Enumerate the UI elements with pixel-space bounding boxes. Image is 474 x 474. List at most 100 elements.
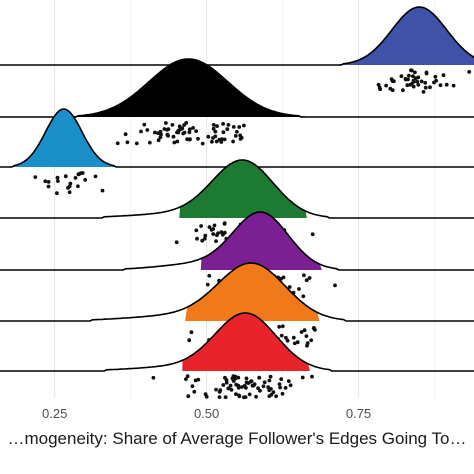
raw-point bbox=[166, 127, 171, 132]
raw-point bbox=[159, 132, 163, 137]
raw-point bbox=[93, 174, 98, 179]
raw-point bbox=[244, 380, 249, 385]
raw-point bbox=[223, 395, 228, 400]
density-outline bbox=[0, 262, 474, 322]
raw-point bbox=[230, 376, 235, 381]
raw-point bbox=[286, 379, 291, 383]
raw-point bbox=[266, 385, 271, 390]
raw-point bbox=[268, 374, 273, 379]
raw-point bbox=[187, 130, 192, 135]
raw-point bbox=[191, 126, 196, 130]
raw-point bbox=[408, 82, 413, 87]
raw-point bbox=[186, 394, 191, 399]
raw-point bbox=[243, 395, 248, 399]
raw-point bbox=[234, 392, 238, 396]
raw-point bbox=[223, 375, 227, 380]
raw-point bbox=[411, 74, 415, 79]
raw-point bbox=[204, 394, 209, 399]
raw-point bbox=[251, 383, 256, 388]
raw-point bbox=[247, 392, 252, 397]
raw-point bbox=[292, 341, 297, 346]
raw-point bbox=[310, 374, 314, 379]
raw-point bbox=[284, 335, 288, 340]
raw-point bbox=[170, 123, 175, 127]
raw-point bbox=[234, 382, 239, 387]
raw-point bbox=[162, 127, 167, 131]
raw-point bbox=[214, 239, 218, 244]
raw-point bbox=[257, 375, 262, 380]
raw-point bbox=[142, 122, 147, 127]
raw-point bbox=[226, 123, 231, 127]
raw-point bbox=[46, 180, 51, 184]
raw-point bbox=[188, 137, 192, 142]
raw-point bbox=[279, 377, 284, 381]
raw-point bbox=[285, 338, 290, 343]
raw-point bbox=[195, 236, 199, 241]
raw-point bbox=[240, 385, 244, 389]
raw-point bbox=[184, 377, 188, 381]
raw-point bbox=[239, 135, 244, 140]
raw-point bbox=[423, 85, 428, 90]
raw-point bbox=[233, 134, 238, 138]
raw-point bbox=[164, 121, 168, 125]
raw-point bbox=[415, 79, 420, 84]
raw-point bbox=[451, 83, 456, 88]
raw-point bbox=[313, 328, 317, 332]
raw-point bbox=[231, 125, 236, 129]
raw-point bbox=[242, 123, 246, 128]
raw-point bbox=[413, 76, 418, 80]
raw-point bbox=[194, 228, 199, 233]
raw-point bbox=[221, 122, 226, 126]
raw-point bbox=[187, 127, 192, 132]
raw-point bbox=[226, 386, 231, 391]
raw-point bbox=[300, 375, 305, 380]
raw-point bbox=[55, 191, 59, 196]
raw-point bbox=[288, 383, 293, 388]
raw-point bbox=[211, 126, 216, 131]
raw-point bbox=[249, 379, 254, 384]
raw-point bbox=[295, 340, 300, 345]
density-fill bbox=[69, 59, 307, 117]
raw-point bbox=[304, 334, 309, 338]
raw-point bbox=[384, 83, 388, 88]
raw-point bbox=[200, 238, 205, 243]
raw-point bbox=[309, 338, 314, 343]
raw-point bbox=[211, 227, 216, 231]
raw-point bbox=[407, 73, 411, 78]
raw-point bbox=[206, 134, 211, 139]
raw-point bbox=[200, 141, 205, 146]
raw-point bbox=[237, 394, 242, 399]
raw-point bbox=[205, 282, 210, 287]
raw-point bbox=[421, 90, 426, 94]
density-fill bbox=[185, 263, 320, 321]
raw-point bbox=[258, 388, 262, 393]
x-tick-label: 0.50 bbox=[194, 406, 219, 421]
raw-point bbox=[411, 78, 416, 83]
raw-point bbox=[467, 70, 472, 74]
raw-point bbox=[221, 130, 226, 135]
raw-point bbox=[55, 175, 60, 180]
density-fill bbox=[179, 160, 307, 218]
raw-point bbox=[229, 388, 234, 392]
raw-point bbox=[80, 171, 85, 175]
raw-point bbox=[377, 85, 382, 90]
raw-point bbox=[267, 378, 272, 383]
raw-point bbox=[388, 86, 393, 91]
raw-point bbox=[279, 333, 284, 338]
raw-point bbox=[254, 394, 258, 399]
raw-point bbox=[194, 129, 199, 134]
raincloud-row bbox=[0, 312, 474, 400]
raw-point bbox=[231, 139, 236, 144]
raw-point bbox=[218, 388, 223, 393]
raw-point bbox=[278, 385, 282, 390]
raw-point bbox=[376, 82, 381, 87]
raw-point bbox=[423, 80, 428, 85]
raw-point bbox=[244, 376, 249, 381]
raw-point bbox=[271, 390, 276, 394]
raw-point bbox=[244, 386, 248, 390]
raw-point bbox=[399, 74, 404, 79]
raw-point bbox=[180, 126, 185, 131]
raw-point bbox=[222, 221, 227, 226]
raw-point bbox=[236, 385, 241, 390]
raw-point bbox=[217, 137, 222, 142]
